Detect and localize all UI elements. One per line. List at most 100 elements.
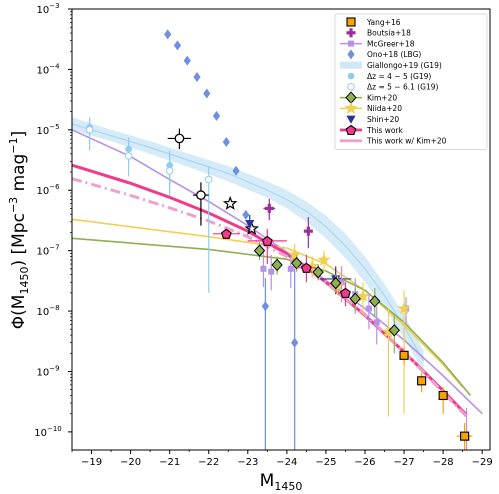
data-point: [317, 253, 331, 266]
y-tick-label: 10−5: [36, 123, 59, 137]
data-point: [204, 175, 213, 184]
data-point: [356, 289, 370, 302]
x-tick-label: −24: [276, 457, 297, 468]
legend-label: Δz = 5 − 6.1 (G19): [367, 83, 439, 92]
legend-swatch-marker: [345, 124, 357, 136]
legend-swatch-marker: [346, 17, 356, 27]
series-ono-18-lbg: [164, 29, 299, 450]
y-tick-label: 10−8: [36, 304, 59, 318]
x-tick-label: −27: [394, 457, 415, 468]
data-point: [369, 295, 381, 308]
line-this-work-w-kim-20: [72, 177, 468, 418]
data-point: [261, 235, 273, 246]
legend-swatch-marker: [347, 49, 355, 60]
data-point: [291, 337, 299, 348]
data-point: [193, 71, 201, 82]
series-yang-16: [399, 347, 473, 450]
legend-label: Yang+16: [366, 18, 401, 27]
x-tick-label: −28: [433, 457, 454, 468]
data-point: [340, 287, 351, 298]
x-tick-label: −22: [198, 457, 219, 468]
data-point: [330, 276, 342, 290]
legend-item-boutsia-18: Boutsia+18: [346, 28, 411, 38]
legend-swatch: [340, 61, 362, 69]
legend-label: Shin+20: [367, 115, 399, 124]
plot-data-layer: [72, 29, 483, 450]
band-giallongo-19-g19: [72, 117, 424, 372]
legend-label: Boutsia+18: [367, 29, 411, 38]
data-point: [305, 259, 319, 272]
legend-item-giallongo-19-g19: Giallongo+19 (G19): [340, 61, 442, 70]
data-point: [212, 110, 221, 121]
series-open-stars: [222, 195, 260, 235]
y-tick-label: 10−3: [36, 2, 59, 16]
series-boutsia-18: [263, 198, 313, 249]
data-point: [399, 350, 409, 360]
x-tick-label: −21: [159, 457, 180, 468]
plot-frame: [71, 8, 491, 451]
data-point: [287, 265, 294, 272]
line-giallongo-19-g19-fit: [72, 123, 425, 362]
data-point: [242, 209, 250, 220]
data-point: [196, 190, 206, 200]
legend-swatch-marker: [346, 115, 356, 124]
data-point: [338, 279, 345, 286]
axis-ticks: −19 −20 −21 −22 −23 −24 −25 −26 −27 −28 −29 10−10 10…: [34, 2, 492, 468]
plus-v-bar: [306, 226, 310, 236]
legend-label: Kim+20: [367, 93, 397, 102]
data-point: [264, 203, 274, 213]
legend-label: Δz = 4 − 5 (G19): [367, 72, 431, 81]
series-open-circles: [167, 128, 209, 226]
data-point: [165, 166, 174, 175]
data-point: [245, 220, 255, 229]
line-mcgreer-18: [72, 129, 483, 415]
data-point: [300, 262, 312, 273]
data-point: [124, 152, 133, 160]
y-tick-label: 10−4: [36, 62, 60, 76]
line-niida-20: [72, 218, 464, 388]
legend-item-shin-20: Shin+20: [346, 115, 399, 124]
x-tick-label: −25: [315, 457, 336, 468]
legend-item-yang-16: Yang+16: [346, 17, 401, 27]
data-point: [174, 133, 185, 144]
line-this-work: [72, 163, 468, 417]
legend-label: McGreer+18: [367, 39, 415, 48]
data-point: [303, 226, 313, 236]
data-point: [312, 265, 324, 279]
data-point: [438, 390, 448, 401]
data-point: [244, 221, 260, 235]
data-point: [232, 165, 240, 176]
legend-label: Ono+18 (LBG): [367, 50, 421, 59]
y-tick-label: 10−10: [34, 425, 62, 439]
data-point: [268, 268, 275, 275]
legend-label: This work w/ Kim+20: [366, 137, 447, 146]
x-tick-label: −19: [81, 457, 102, 468]
data-point: [85, 126, 94, 134]
data-point: [222, 136, 230, 147]
legend-label: Niida+20: [367, 104, 402, 113]
legend-item-niida-20: Niida+20: [340, 101, 402, 115]
series-kim-20: [253, 241, 400, 354]
legend-swatch-marker: [347, 72, 355, 80]
legend-item-this-work-w-kim-20: This work w/ Kim+20: [340, 137, 447, 146]
x-tick-label: −29: [472, 457, 493, 468]
legend-item-ono-18-lbg: Ono+18 (LBG): [347, 49, 421, 60]
data-point: [349, 292, 361, 305]
data-point: [288, 247, 302, 261]
y-tick-label: 10−9: [36, 364, 59, 378]
legend-item-kim-20: Kim+20: [340, 91, 397, 104]
line-kim-20: [72, 237, 472, 397]
data-point: [220, 228, 232, 239]
data-point: [388, 324, 400, 337]
data-point: [261, 301, 269, 312]
data-point: [417, 376, 427, 386]
data-point: [381, 325, 396, 338]
legend-box: [334, 13, 488, 151]
series-z-5-6-1-g19: [85, 117, 213, 293]
x-tick-label: −23: [237, 457, 258, 468]
x-axis-title: M1450: [260, 471, 303, 493]
data-point: [365, 305, 372, 312]
x-tick-label: −20: [120, 457, 141, 468]
data-point: [260, 265, 267, 272]
